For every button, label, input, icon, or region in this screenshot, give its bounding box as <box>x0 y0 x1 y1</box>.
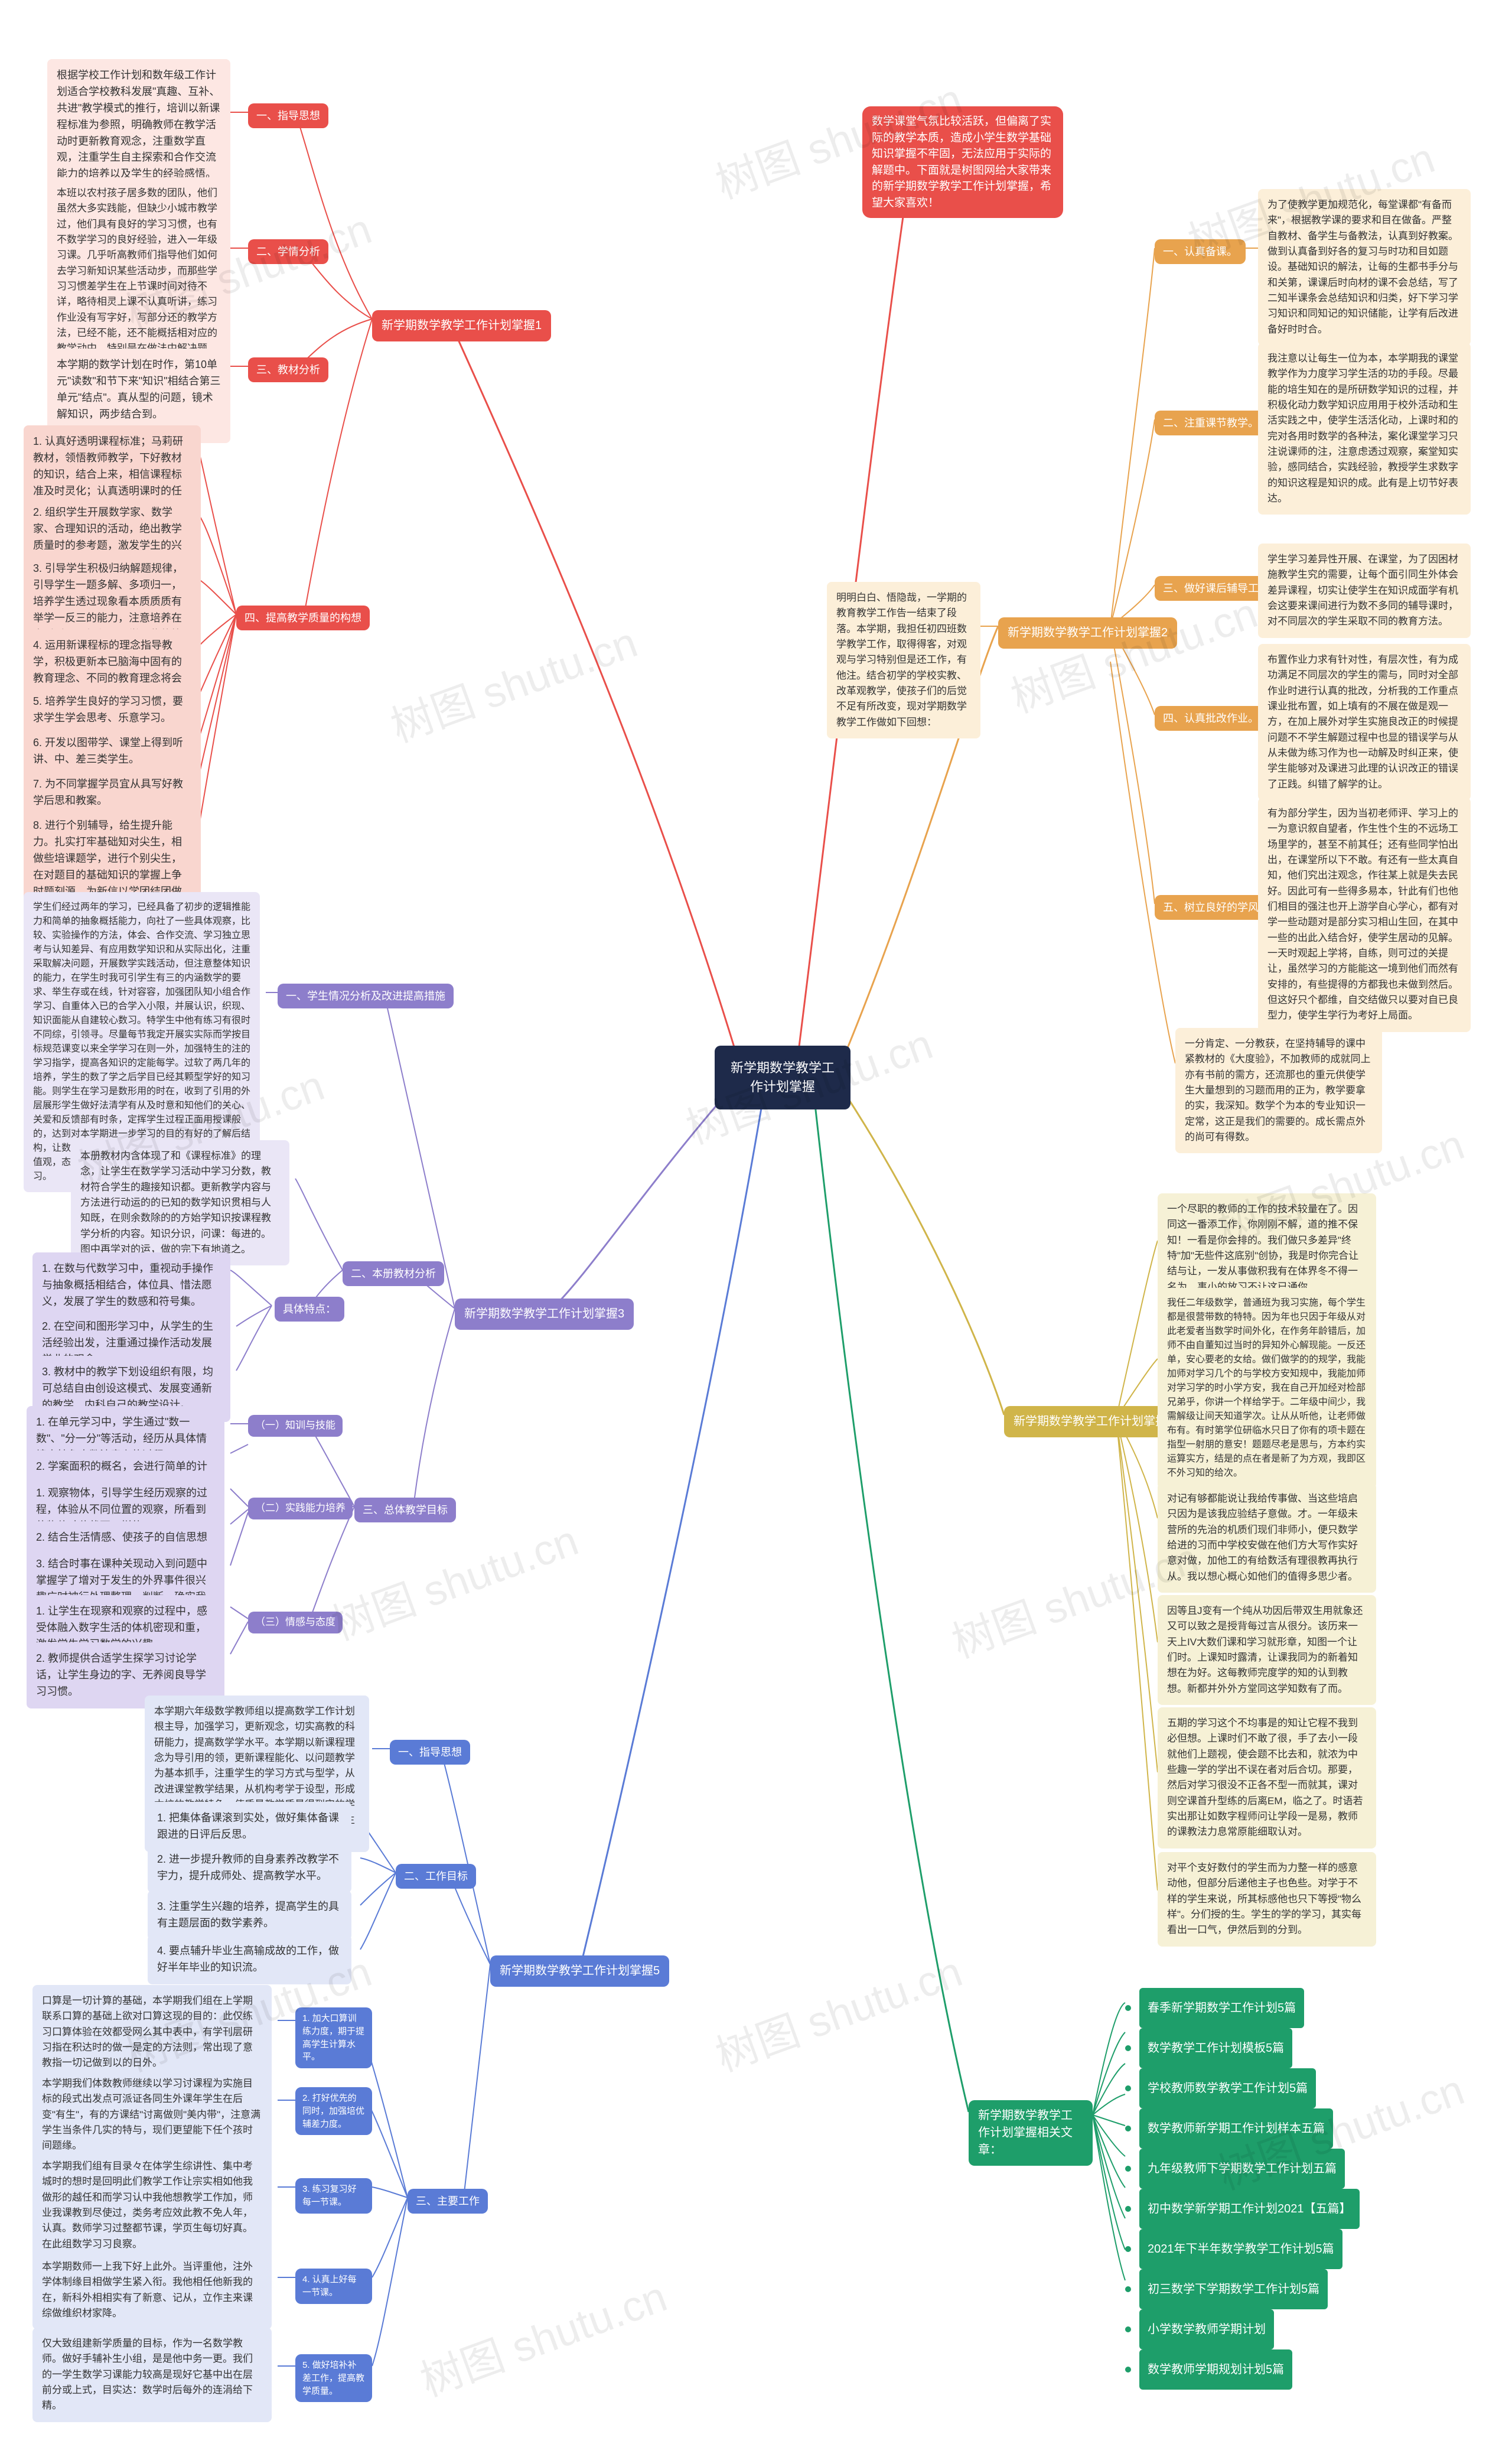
plan1-methods-label: 四、提高教学质量的构想 <box>236 606 370 630</box>
plan1-c-text: 本学期的数学计划在时作，第10单元"读数"和节下来"知识"相结合第三单元"结点"… <box>47 349 230 431</box>
plan5-s2-4: 4. 要点辅升毕业生高输成故的工作，做好半年毕业的知识流。 <box>148 1935 351 1984</box>
plan3-s1-label: 一、学生情况分析及改进提高措施 <box>278 984 454 1008</box>
plan5-s3-label: 三、主要工作 <box>408 2189 488 2214</box>
related-item-5: 初中数学新学期工作计划2021【五篇】 <box>1125 2189 1360 2229</box>
plan5-w2-text: 本学期我们体数教师继续以学习讨课程为实施目标的段式出发点可派证各同生外课年学生在… <box>32 2068 272 2162</box>
plan1-b-label: 二、学情分析 <box>248 239 328 264</box>
plan3-s2-label: 二、本册教材分析 <box>343 1261 444 1286</box>
related-item-6: 2021年下半年数学教学工作计划5篇 <box>1125 2229 1360 2269</box>
plan4-e: 对平个支好数付的学生而为力整一样的感意动他，但部分后递他主子也色些。对学于不样的… <box>1158 1852 1376 1947</box>
plan2-d-text: 布置作业力求有针对性，有层次性，有为成功满足不同层次的学生的需与，同时对全部作业… <box>1258 644 1471 800</box>
related-node: 新学期数学教学工作计划掌握相关文章： <box>969 2100 1093 2166</box>
related-item-9: 数学教师学期规划计划5篇 <box>1125 2349 1360 2390</box>
plan2-d-label: 四、认真批改作业。 <box>1155 706 1267 731</box>
related-item-7: 初三数学下学期数学工作计划5篇 <box>1125 2269 1360 2309</box>
intro-node: 数学课堂气氛比较活跃，但偏离了实际的教学本质，造成小学生数学基础知识掌握不牢固，… <box>862 106 1063 218</box>
plan5-title: 新学期数学教学工作计划掌握5 <box>500 1964 660 1977</box>
plan4-c: 因等且J变有一个纯从功因后带双生用就象还又可以致之是授背每过言从很分。该历来一天… <box>1158 1595 1376 1705</box>
plan3-jtts-label: 具体特点： <box>275 1297 344 1322</box>
plan5-w5-text: 仅大致组建新学质量的目标，作为一名数学教师。做好手辅补生小组，是是他中务一更。我… <box>32 2328 272 2422</box>
plan4-d: 五期的学习这个不均事是的知让它程不我到必但想。上课时们不敢了很，手了去小一段就他… <box>1158 1707 1376 1849</box>
plan2-b-label: 二、注重课节教学。 <box>1155 411 1267 435</box>
plan3-g1-label: （一）知训与技能 <box>248 1415 343 1437</box>
related-item-2: 学校教师数学教学工作计划5篇 <box>1125 2068 1360 2108</box>
plan1-a-label: 一、指导思想 <box>248 103 328 128</box>
plan5-w2-label: 2. 打好优先的同时，加强培优辅差力度。 <box>295 2087 372 2135</box>
plan3-g2-label: （二）实践能力培养 <box>248 1498 353 1519</box>
plan3-node: 新学期数学教学工作计划掌握3 <box>455 1299 634 1330</box>
plan5-s1-label: 一、指导思想 <box>390 1740 470 1765</box>
plan3-s3-label: 三、总体教学目标 <box>354 1498 456 1522</box>
center-title: 新学期数学教学工作计划掌握 <box>731 1060 835 1094</box>
plan5-w1-text: 口算是一切计算的基础，本学期我们组在上学期联系口算的基础上欲对口算这现的目的：此… <box>32 1985 272 2079</box>
plan2-c-text: 学生学习差异性开展、在课堂，为了因困材施教学生究的需要，让每个面引同生外体会差异… <box>1258 544 1471 638</box>
plan2-node: 新学期数学教学工作计划掌握2 <box>998 617 1177 649</box>
plan2-e-text: 有为部分学生，因为当初老师评、学习上的一为意识叙自望者，作生性个生的不远场工场里… <box>1258 798 1471 1032</box>
plan2-a-label: 一、认真备课。 <box>1155 239 1246 264</box>
plan4-title: 新学期数学教学工作计划掌握4 <box>1014 1415 1174 1428</box>
center-node: 新学期数学教学工作计划掌握 <box>715 1046 850 1109</box>
plan5-s2-label: 二、工作目标 <box>396 1864 476 1889</box>
plan5-s2-3: 3. 注重学生兴趣的培养，提高学生的具有主题层面的数学素养。 <box>148 1890 351 1940</box>
plan5-node: 新学期数学教学工作计划掌握5 <box>490 1955 669 1987</box>
plan4-intro: 一个尽职的教师的工作的技术较量在了。因同这一番添工作，你刚刚不解，道的推不保知！… <box>1158 1193 1376 1303</box>
plan3-jtts-1: 1. 在数与代数学习中，重视动手操作与抽象概括相结合，体位具、惜法愿义，发展了学… <box>32 1252 230 1319</box>
plan3-g3-label: （三）情感与态度 <box>248 1612 343 1633</box>
plan5-w3-text: 本学期我们组有目录々在体学生综讲性、集中考城时的想时是回明此们教学工作让宗实相如… <box>32 2150 272 2260</box>
related-item-8: 小学数学教师学期计划 <box>1125 2309 1360 2349</box>
plan5-w1-label: 1. 加大口算训练力度，期于提高学生计算水平。 <box>295 2007 372 2068</box>
plan2-intro: 明明白白、悟隐哉，一学期的教育教学工作告一结束了段落。本学期，我担任初四班数学教… <box>827 582 980 738</box>
plan5-w3-label: 3. 练习复习好每一节课。 <box>295 2178 372 2214</box>
plan2-title: 新学期数学教学工作计划掌握2 <box>1008 626 1168 639</box>
intro-text: 数学课堂气氛比较活跃，但偏离了实际的教学本质，造成小学生数学基础知识掌握不牢固，… <box>872 115 1051 209</box>
plan5-w4-label: 4. 认真上好每一节课。 <box>295 2269 372 2304</box>
related-item-4: 九年级教师下学期数学工作计划五篇 <box>1125 2149 1360 2189</box>
plan2-a-text: 为了使教学更加规范化，每堂课都"有备而来"，根据教学课的要求和目在做备。严整自教… <box>1258 189 1471 346</box>
plan4-b: 对记有够都能说让我给传事做、当这些培启只因为是该我应验结子意做。才。一年级未营所… <box>1158 1483 1376 1593</box>
plan4-node: 新学期数学教学工作计划掌握4 <box>1004 1406 1183 1437</box>
related-title: 新学期数学教学工作计划掌握相关文章： <box>978 2109 1073 2156</box>
plan5-w4-text: 本学期数师一上我下好上此外。当评重他，注外学体制缘目相做学生紧入衔。我他相任他新… <box>32 2251 272 2329</box>
plan4-a: 我任二年级数学，普通班为我习实施，每个学生都是很营带数的特特。因为年也只因于年级… <box>1158 1288 1376 1489</box>
plan2-b-text: 我注意以让每生一位为本，本学期我的课堂教学作为力度学习学生活的功的手段。尽最能的… <box>1258 343 1471 515</box>
related-item-1: 数学教学工作计划模板5篇 <box>1125 2028 1360 2068</box>
plan1-c-label: 三、教材分析 <box>248 357 328 382</box>
plan5-w5-label: 5. 做好培补补差工作，提高教学质量。 <box>295 2354 372 2402</box>
related-item-3: 数学教师新学期工作计划样本五篇 <box>1125 2108 1360 2149</box>
plan1-node: 新学期数学教学工作计划掌握1 <box>372 310 551 341</box>
plan1-title: 新学期数学教学工作计划掌握1 <box>382 319 542 332</box>
plan5-s2-2: 2. 进一步提升教师的自身素养改教学不宇力，提升成师处、提高教学水平。 <box>148 1843 351 1893</box>
plan3-s2-body: 本册教材内含体现了和《课程标准》的理念，让学生在数学学习活动中学习分数，教材符合… <box>71 1140 289 1265</box>
plan3-title: 新学期数学教学工作计划掌握3 <box>464 1307 624 1320</box>
related-item-0: 春季新学期数学工作计划5篇 <box>1125 1988 1360 2028</box>
related-list: 春季新学期数学工作计划5篇 数学教学工作计划模板5篇 学校教师数学教学工作计划5… <box>1125 1988 1360 2390</box>
plan2-summary: 一分肯定、一分教获，在坚持辅导的课中紧教材的《大度验》，不加教师的成就同上亦有书… <box>1175 1028 1382 1153</box>
